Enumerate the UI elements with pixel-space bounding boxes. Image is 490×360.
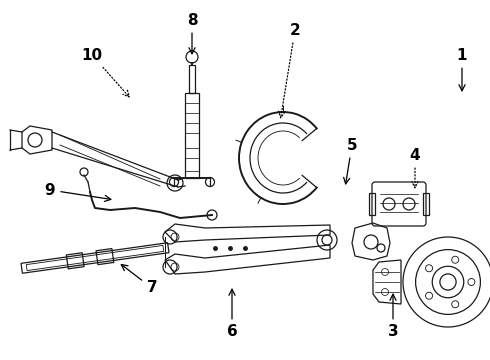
Text: 3: 3 [388,294,398,339]
Text: 8: 8 [187,13,197,54]
Bar [189,65,195,93]
Text: 1: 1 [457,48,467,91]
Bar [185,93,199,178]
Text: 5: 5 [343,138,357,184]
Text: 7: 7 [122,265,157,296]
Text: 10: 10 [81,48,129,97]
Text: 4: 4 [410,148,420,188]
Text: 9: 9 [45,183,111,202]
Bar [96,248,114,265]
Bar [21,243,169,273]
Bar [26,246,164,271]
Text: 2: 2 [279,23,300,118]
Bar [66,253,84,269]
Text: 6: 6 [227,289,237,339]
